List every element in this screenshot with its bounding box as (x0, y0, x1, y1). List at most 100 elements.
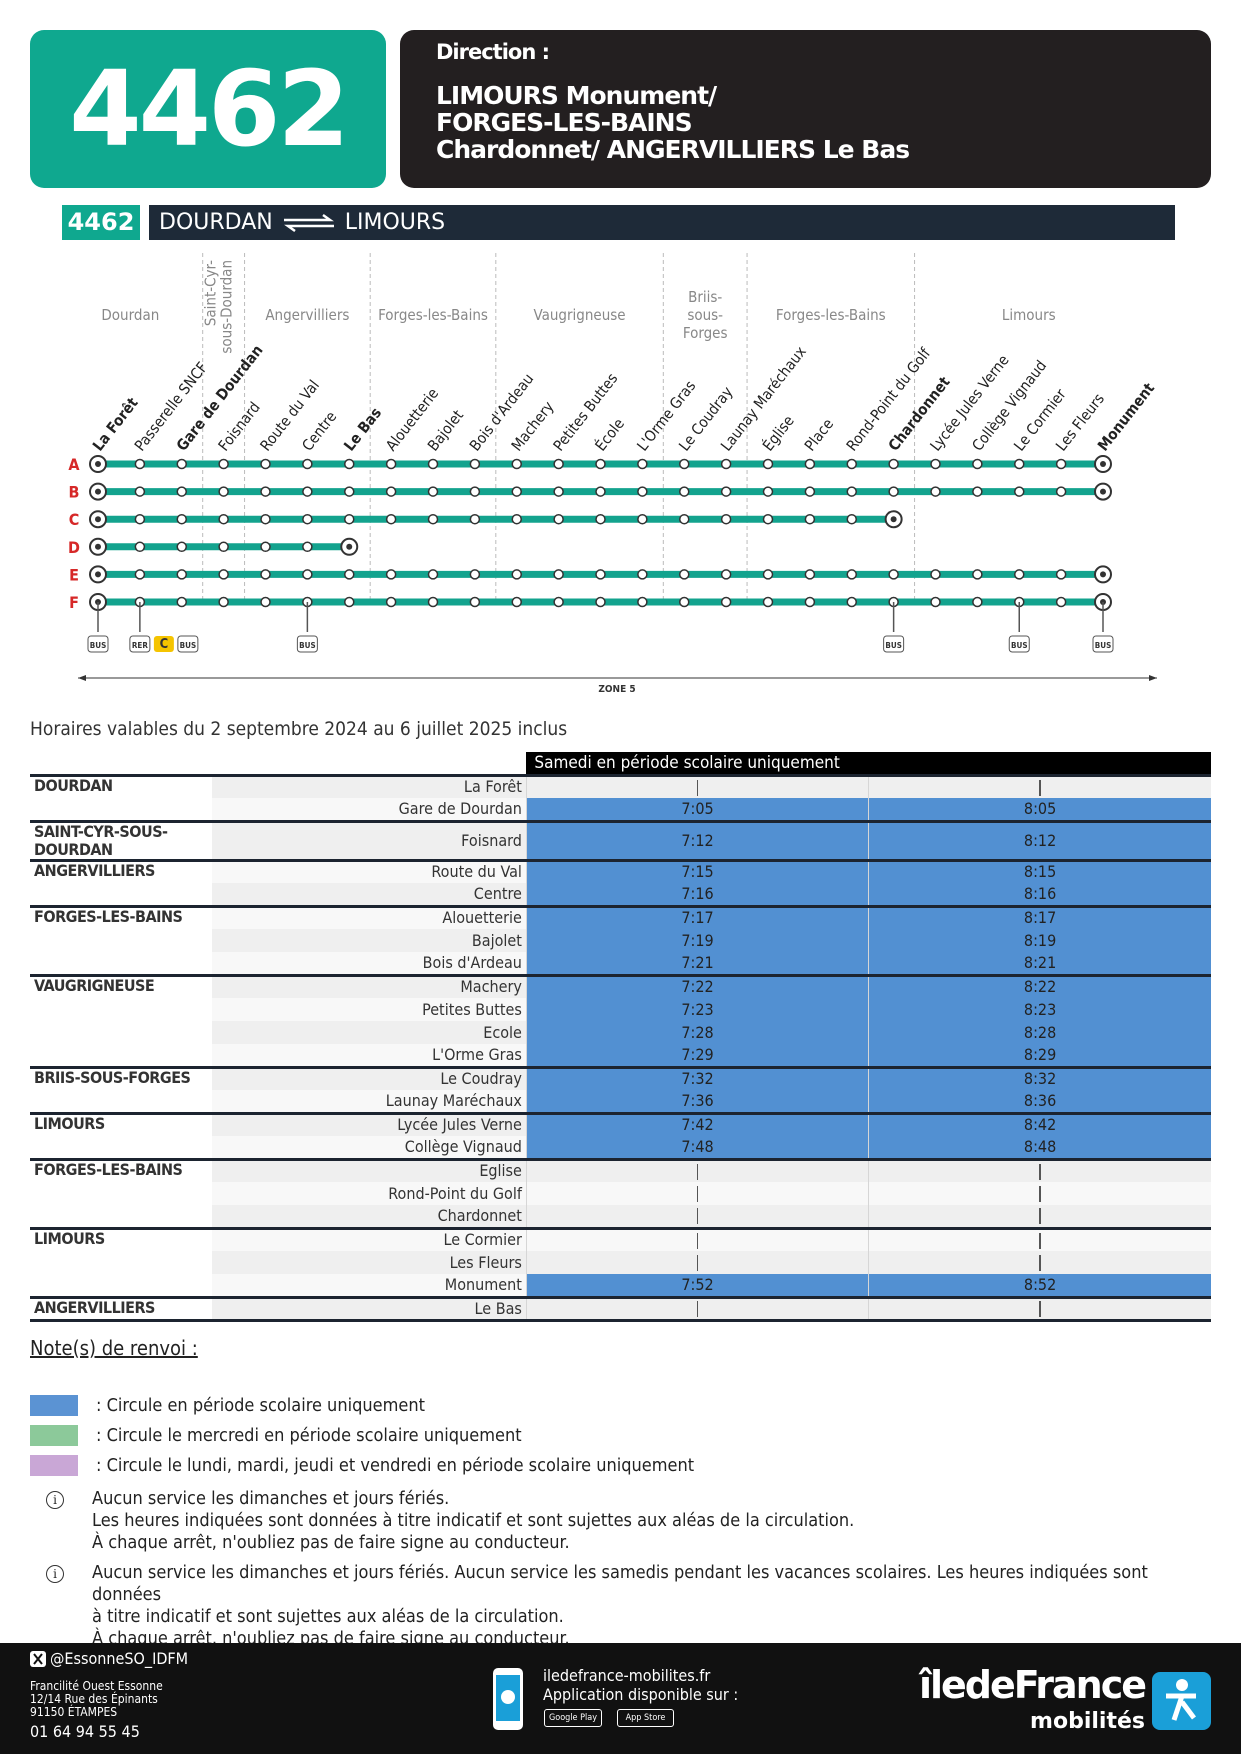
time: 8:28 (868, 1021, 1211, 1044)
stop-label: École (591, 414, 628, 454)
stop (260, 541, 271, 553)
timetable-row: Rond-Point du Golf (30, 1182, 1211, 1205)
timetable-row: VAUGRIGNEUSE Machery 7:22 8:22 (30, 973, 1211, 1067)
time-cell (525, 1182, 869, 1205)
info-icon: i (46, 1491, 64, 1509)
stop (344, 596, 355, 608)
stop (595, 596, 606, 608)
phone: 01 64 94 55 45 (30, 1722, 140, 1741)
logo-icon (1152, 1672, 1211, 1730)
stop (134, 541, 146, 553)
stop-name: La Forêt (212, 773, 527, 798)
terminus-dot (1100, 571, 1106, 578)
terminus-dot (1100, 488, 1106, 495)
store-badge[interactable]: App Store (617, 1709, 674, 1727)
time: 8:16 (868, 883, 1211, 908)
info-body: Aucun service les dimanches et jours fér… (92, 1488, 854, 1554)
stop-name: Bois d'Ardeau (212, 952, 527, 977)
blank (212, 752, 526, 775)
terminus-dot (95, 543, 101, 550)
commune-label: Saint-Cyr- (202, 260, 220, 326)
stop (218, 569, 229, 580)
stop (888, 458, 899, 470)
stop-name: Eglise (212, 1157, 527, 1182)
connection-box (87, 635, 109, 653)
connection-box (1008, 635, 1030, 653)
time-cell (525, 1251, 869, 1274)
timetable-row: Gare de Dourdan 7:05 8:05 (30, 798, 1211, 823)
stop (846, 513, 857, 525)
timetable-row: Ecole 7:28 8:28 (30, 1021, 1211, 1044)
connection-label: RER (132, 641, 148, 650)
blank (30, 752, 212, 775)
route-names: DOURDAN LIMOURS (149, 205, 1175, 240)
stop (679, 513, 690, 525)
direction-box: Direction : LIMOURS Monument/ FORGES-LES… (400, 30, 1211, 188)
commune-label: Limours (1002, 306, 1056, 324)
commune-label: Forges-les-Bains (378, 306, 488, 324)
stop (511, 513, 522, 525)
time-cell (525, 1157, 869, 1182)
time: 7:48 (525, 1136, 869, 1161)
timetable-row: Bajolet 7:19 8:19 (30, 929, 1211, 952)
commune: SAINT-CYR-SOUS-DOURDAN (30, 819, 213, 862)
stop-name: Lycée Jules Verne (212, 1111, 527, 1136)
zone-label: ZONE 5 (598, 684, 635, 695)
x-icon (30, 1651, 46, 1667)
timetable-row: Launay Maréchaux 7:36 8:36 (30, 1090, 1211, 1115)
stop (595, 513, 606, 525)
stop (302, 569, 313, 580)
stop-name: Bajolet (212, 929, 527, 952)
stop (1055, 596, 1067, 608)
stop (846, 486, 857, 497)
info-line: Aucun service les dimanches et jours fér… (92, 1488, 450, 1509)
route-number: 4462 (62, 205, 140, 240)
time-cell (868, 1295, 1211, 1322)
timetable-row: Collège Vignaud 7:48 8:48 (30, 1136, 1211, 1161)
stop (930, 596, 941, 608)
stop (846, 458, 857, 470)
time-cell (525, 773, 869, 798)
stop (972, 486, 983, 497)
stop-name: Les Fleurs (212, 1251, 527, 1274)
line-badge: 4462 (30, 30, 386, 188)
stop (385, 513, 397, 525)
stop (553, 458, 564, 470)
info-note: i Aucun service les dimanches et jours fé… (30, 1562, 1220, 1650)
terminus-dot (1100, 461, 1106, 467)
stop (385, 486, 397, 497)
info-line: à titre indicatif et sont sujettes aux a… (92, 1606, 564, 1627)
row-letter: F (69, 593, 79, 612)
stop (344, 458, 355, 470)
connection-label: BUS (180, 641, 197, 650)
stop (218, 513, 229, 525)
connection-label: BUS (90, 641, 107, 650)
time: 8:29 (868, 1044, 1211, 1069)
connection-box (883, 635, 905, 653)
stop (260, 486, 271, 497)
legend-item: : Circule le lundi, mardi, jeudi et vend… (30, 1450, 1220, 1480)
row-letter: A (68, 455, 80, 474)
time: 7:28 (525, 1021, 869, 1044)
store-badge[interactable]: Google Play (544, 1709, 602, 1727)
stop-label: Place (801, 415, 837, 454)
stop (804, 569, 816, 580)
stop (762, 458, 774, 470)
time-cell (868, 1251, 1211, 1274)
commune: FORGES-LES-BAINS (30, 1157, 213, 1228)
connection-label: BUS (885, 641, 902, 650)
stop (427, 596, 439, 608)
commune-label: Vaugrigneuse (534, 306, 626, 324)
connection-label: BUS (299, 641, 316, 650)
time-cell (868, 1226, 1211, 1251)
stop-name: Petites Buttes (212, 998, 527, 1021)
route-to: LIMOURS (344, 210, 446, 235)
stop (469, 486, 481, 497)
timetable-row: Monument 7:52 8:52 (30, 1274, 1211, 1299)
terminus-dot (95, 571, 101, 578)
route-from: DOURDAN (159, 210, 273, 235)
time: 8:32 (868, 1065, 1211, 1090)
direction-label: Direction : (436, 40, 550, 64)
timetable-row: L'Orme Gras 7:29 8:29 (30, 1044, 1211, 1069)
stop (134, 513, 146, 525)
